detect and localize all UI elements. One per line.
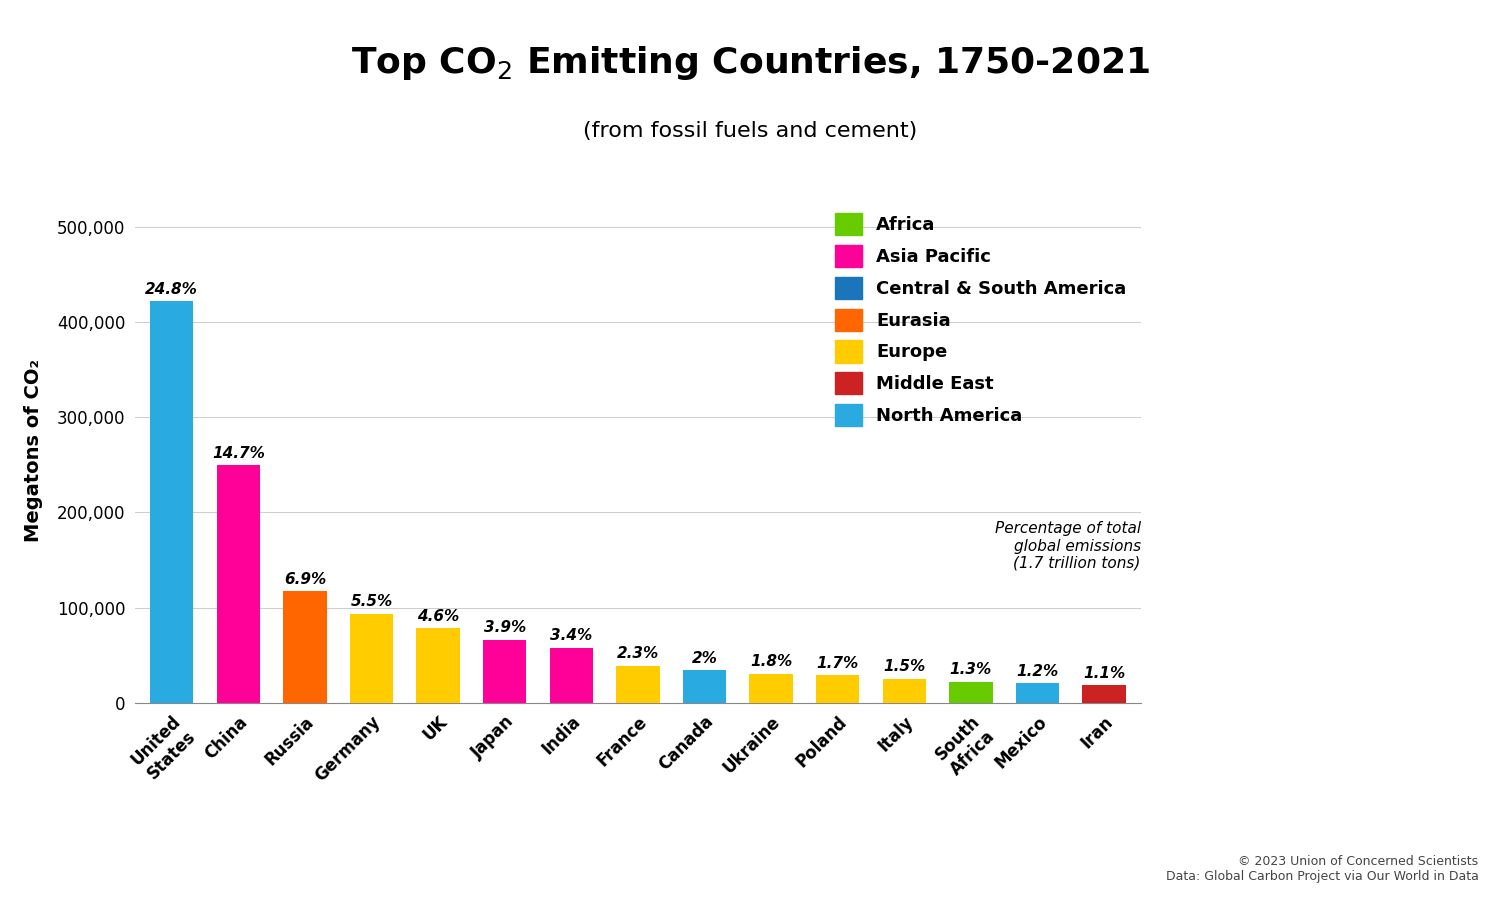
Text: 1.2%: 1.2%: [1016, 664, 1058, 679]
Y-axis label: Megatons of CO₂: Megatons of CO₂: [24, 359, 44, 542]
Bar: [1016, 683, 1060, 703]
Text: 1.1%: 1.1%: [1084, 666, 1126, 680]
Text: 6.9%: 6.9%: [284, 572, 326, 587]
Text: Percentage of total
global emissions
(1.7 trillion tons): Percentage of total global emissions (1.…: [995, 521, 1141, 571]
Text: 4.6%: 4.6%: [417, 609, 459, 624]
Text: 3.9%: 3.9%: [483, 621, 525, 635]
Text: 24.8%: 24.8%: [146, 282, 198, 297]
Bar: [416, 628, 459, 703]
Bar: [549, 648, 593, 703]
Text: 2.3%: 2.3%: [617, 646, 659, 661]
Bar: [617, 666, 659, 703]
Text: 14.7%: 14.7%: [212, 446, 264, 460]
Bar: [817, 675, 860, 703]
Text: Top CO$_2$ Emitting Countries, 1750-2021: Top CO$_2$ Emitting Countries, 1750-2021: [351, 44, 1150, 82]
Text: 1.7%: 1.7%: [817, 656, 859, 671]
Text: 2%: 2%: [692, 651, 717, 666]
Bar: [949, 682, 992, 703]
Bar: [150, 302, 194, 703]
Text: 1.8%: 1.8%: [750, 654, 793, 669]
Text: 1.5%: 1.5%: [883, 660, 926, 674]
Bar: [749, 674, 793, 703]
Bar: [683, 670, 726, 703]
Text: 5.5%: 5.5%: [350, 595, 393, 609]
Text: 3.4%: 3.4%: [551, 629, 593, 643]
Bar: [883, 678, 926, 703]
Legend: Africa, Asia Pacific, Central & South America, Eurasia, Europe, Middle East, Nor: Africa, Asia Pacific, Central & South Am…: [829, 207, 1132, 432]
Bar: [350, 614, 393, 703]
Bar: [284, 591, 327, 703]
Bar: [1082, 685, 1126, 703]
Text: 1.3%: 1.3%: [950, 662, 992, 678]
Bar: [216, 465, 260, 703]
Text: © 2023 Union of Concerned Scientists
Data: Global Carbon Project via Our World i: © 2023 Union of Concerned Scientists Dat…: [1166, 855, 1478, 883]
Bar: [483, 640, 527, 703]
Text: (from fossil fuels and cement): (from fossil fuels and cement): [584, 121, 917, 141]
